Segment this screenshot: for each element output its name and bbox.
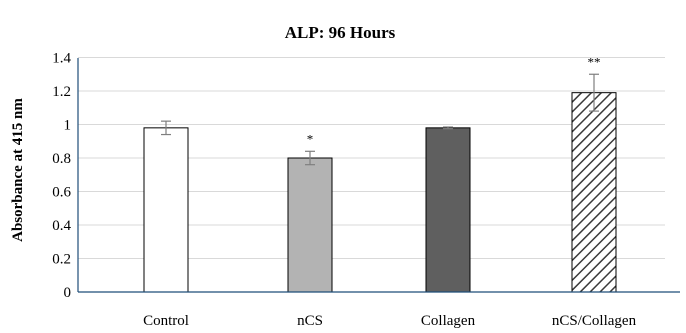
- error-bar: [589, 73, 599, 112]
- y-axis-label: Absorbance at 415 nm: [10, 98, 26, 242]
- y-tick-label: 0: [64, 285, 72, 301]
- significance-marker: *: [307, 131, 314, 146]
- x-tick-label: Control: [143, 313, 189, 329]
- x-tick-label: Collagen: [421, 313, 476, 329]
- bar-ncs: [287, 157, 333, 293]
- x-tick-label: nCS: [297, 313, 323, 329]
- y-tick-label: 1.4: [52, 51, 71, 67]
- error-bar: [161, 120, 171, 136]
- y-tick-label: 0.2: [52, 252, 71, 268]
- y-tick-labels: 0 0.2 0.4 0.6 0.8 1 1.2 1.4: [52, 51, 71, 302]
- bars: [143, 92, 617, 293]
- x-tick-labels: Control nCS Collagen nCS/Collagen: [143, 313, 637, 329]
- bar-ncs-collagen: [571, 92, 617, 293]
- x-tick-label: nCS/Collagen: [552, 313, 637, 329]
- y-tick-label: 1: [64, 118, 72, 134]
- error-bar: [443, 126, 453, 130]
- error-bars: [161, 73, 599, 166]
- chart-title: ALP: 96 Hours: [285, 23, 396, 42]
- y-tick-label: 0.8: [52, 151, 71, 167]
- significance-marker: **: [588, 54, 601, 69]
- y-tick-label: 1.2: [52, 84, 71, 100]
- error-bar: [305, 150, 315, 166]
- significance-markers: ***: [307, 54, 601, 146]
- bar-control: [143, 127, 189, 293]
- bar-collagen: [425, 127, 471, 293]
- y-tick-label: 0.6: [52, 185, 71, 201]
- y-tick-label: 0.4: [52, 218, 71, 234]
